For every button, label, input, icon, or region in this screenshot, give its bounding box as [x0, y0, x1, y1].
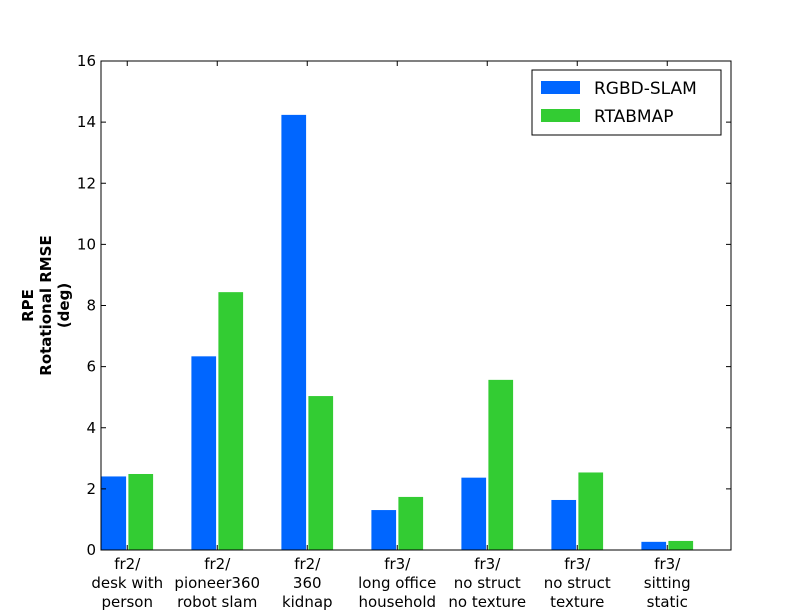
bar-rgbd-slam-1	[190, 355, 217, 551]
x-category-label: fr3/sitting static	[644, 555, 691, 611]
legend-label-0: RGBD-SLAM	[594, 79, 697, 99]
y-axis-ticks: 0 2 4 6 8 10 12 14 16	[77, 52, 731, 559]
legend-swatch-1	[541, 109, 580, 122]
y-tick-label: 12	[77, 174, 96, 192]
bar-rgbd-slam-2	[280, 114, 307, 551]
bar-rgbd-slam-4	[460, 476, 487, 551]
y-tick-label: 2	[86, 480, 96, 498]
bar-rtabmap-3	[397, 496, 424, 551]
bar-rtabmap-0	[127, 473, 154, 551]
bar-rtabmap-5	[577, 471, 604, 551]
y-tick-label: 4	[86, 419, 96, 437]
bar-rgbd-slam-3	[370, 509, 397, 551]
legend-label-1: RTABMAP	[594, 107, 673, 127]
bar-rtabmap-4	[487, 379, 514, 551]
y-tick-label: 10	[77, 235, 96, 253]
bars-layer	[100, 114, 694, 551]
legend: RGBD-SLAM RTABMAP	[531, 69, 722, 136]
x-category-label: fr2/360 kidnap	[282, 555, 333, 611]
legend-box	[531, 69, 722, 136]
legend-swatch-0	[541, 81, 580, 94]
x-category-label: fr3/no struct texture	[544, 555, 611, 611]
bar-rtabmap-6	[667, 540, 694, 551]
y-tick-label: 14	[77, 113, 96, 131]
x-category-label: fr3/long office household	[358, 555, 436, 611]
bar-rgbd-slam-6	[640, 541, 667, 551]
bar-rtabmap-2	[307, 395, 334, 551]
bar-rgbd-slam-0	[100, 475, 127, 551]
y-axis-label-text: RPERotational RMSE(deg)	[19, 235, 73, 375]
bar-rtabmap-1	[217, 291, 244, 551]
y-tick-label: 16	[77, 52, 96, 70]
y-tick-label: 6	[86, 358, 96, 376]
y-tick-label: 0	[86, 541, 96, 559]
x-category-label: fr2/pioneer360 robot slam	[174, 555, 260, 611]
y-tick-label: 8	[86, 297, 96, 315]
y-axis-label: RPERotational RMSE(deg)	[19, 235, 73, 375]
x-category-label: fr3/no struct no texture	[448, 555, 526, 611]
bar-rgbd-slam-5	[550, 499, 577, 551]
x-category-label: fr2/desk with person	[91, 555, 163, 611]
